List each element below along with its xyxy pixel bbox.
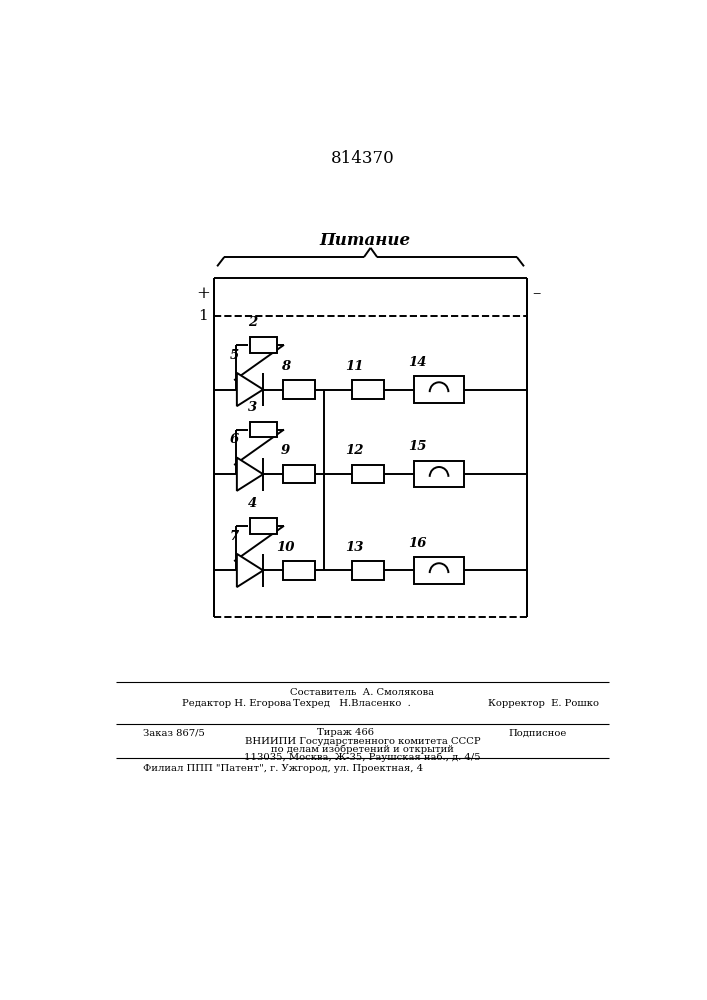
Text: 2: 2 [248,316,257,329]
Text: 4: 4 [248,497,257,510]
Text: по делам изобретений и открытий: по делам изобретений и открытий [271,744,454,754]
Text: 8: 8 [281,360,291,373]
Bar [352,465,384,483]
Text: ВНИИПИ Государственного комитета СССР: ВНИИПИ Государственного комитета СССР [245,737,480,746]
Text: 7: 7 [230,530,239,543]
Text: Подписное: Подписное [508,728,567,737]
Text: Техред   Н.Власенко  .: Техред Н.Власенко . [293,699,410,708]
Bar [414,557,464,584]
Bar [250,518,277,534]
Text: 5: 5 [230,349,239,362]
Text: +: + [197,285,211,302]
Polygon shape [237,458,263,491]
Text: 12: 12 [345,444,363,457]
Text: Заказ 867/5: Заказ 867/5 [144,728,205,737]
Text: 6: 6 [230,433,239,446]
Text: Редактор Н. Егорова: Редактор Н. Егорова [182,699,291,708]
Text: 9: 9 [281,444,291,457]
Text: Составитель  А. Смолякова: Составитель А. Смолякова [291,688,434,697]
Text: 814370: 814370 [330,150,395,167]
Bar [284,380,315,399]
Bar [250,422,277,437]
Text: 16: 16 [409,537,427,550]
Text: 13: 13 [345,541,363,554]
Text: 113035, Москва, Ж-35, Раушская наб., д. 4/5: 113035, Москва, Ж-35, Раушская наб., д. … [244,752,481,762]
Text: 3: 3 [248,401,257,414]
Text: Корректор  Е. Рошко: Корректор Е. Рошко [488,699,599,708]
Text: –: – [532,285,540,302]
Text: 15: 15 [409,440,427,453]
Text: Филиал ППП "Патент", г. Ужгород, ул. Проектная, 4: Филиал ППП "Патент", г. Ужгород, ул. Про… [144,764,423,773]
Bar [352,561,384,580]
Polygon shape [237,554,263,587]
Bar [284,465,315,483]
Text: Питание: Питание [320,232,411,249]
Bar [414,461,464,487]
Text: 14: 14 [409,356,427,369]
Bar [250,337,277,353]
Text: 11: 11 [345,360,363,373]
Bar [352,380,384,399]
Text: 1: 1 [199,309,209,323]
Polygon shape [237,373,263,406]
Text: Тираж 466: Тираж 466 [317,728,375,737]
Text: 10: 10 [276,541,295,554]
Bar [284,561,315,580]
Bar [414,376,464,403]
